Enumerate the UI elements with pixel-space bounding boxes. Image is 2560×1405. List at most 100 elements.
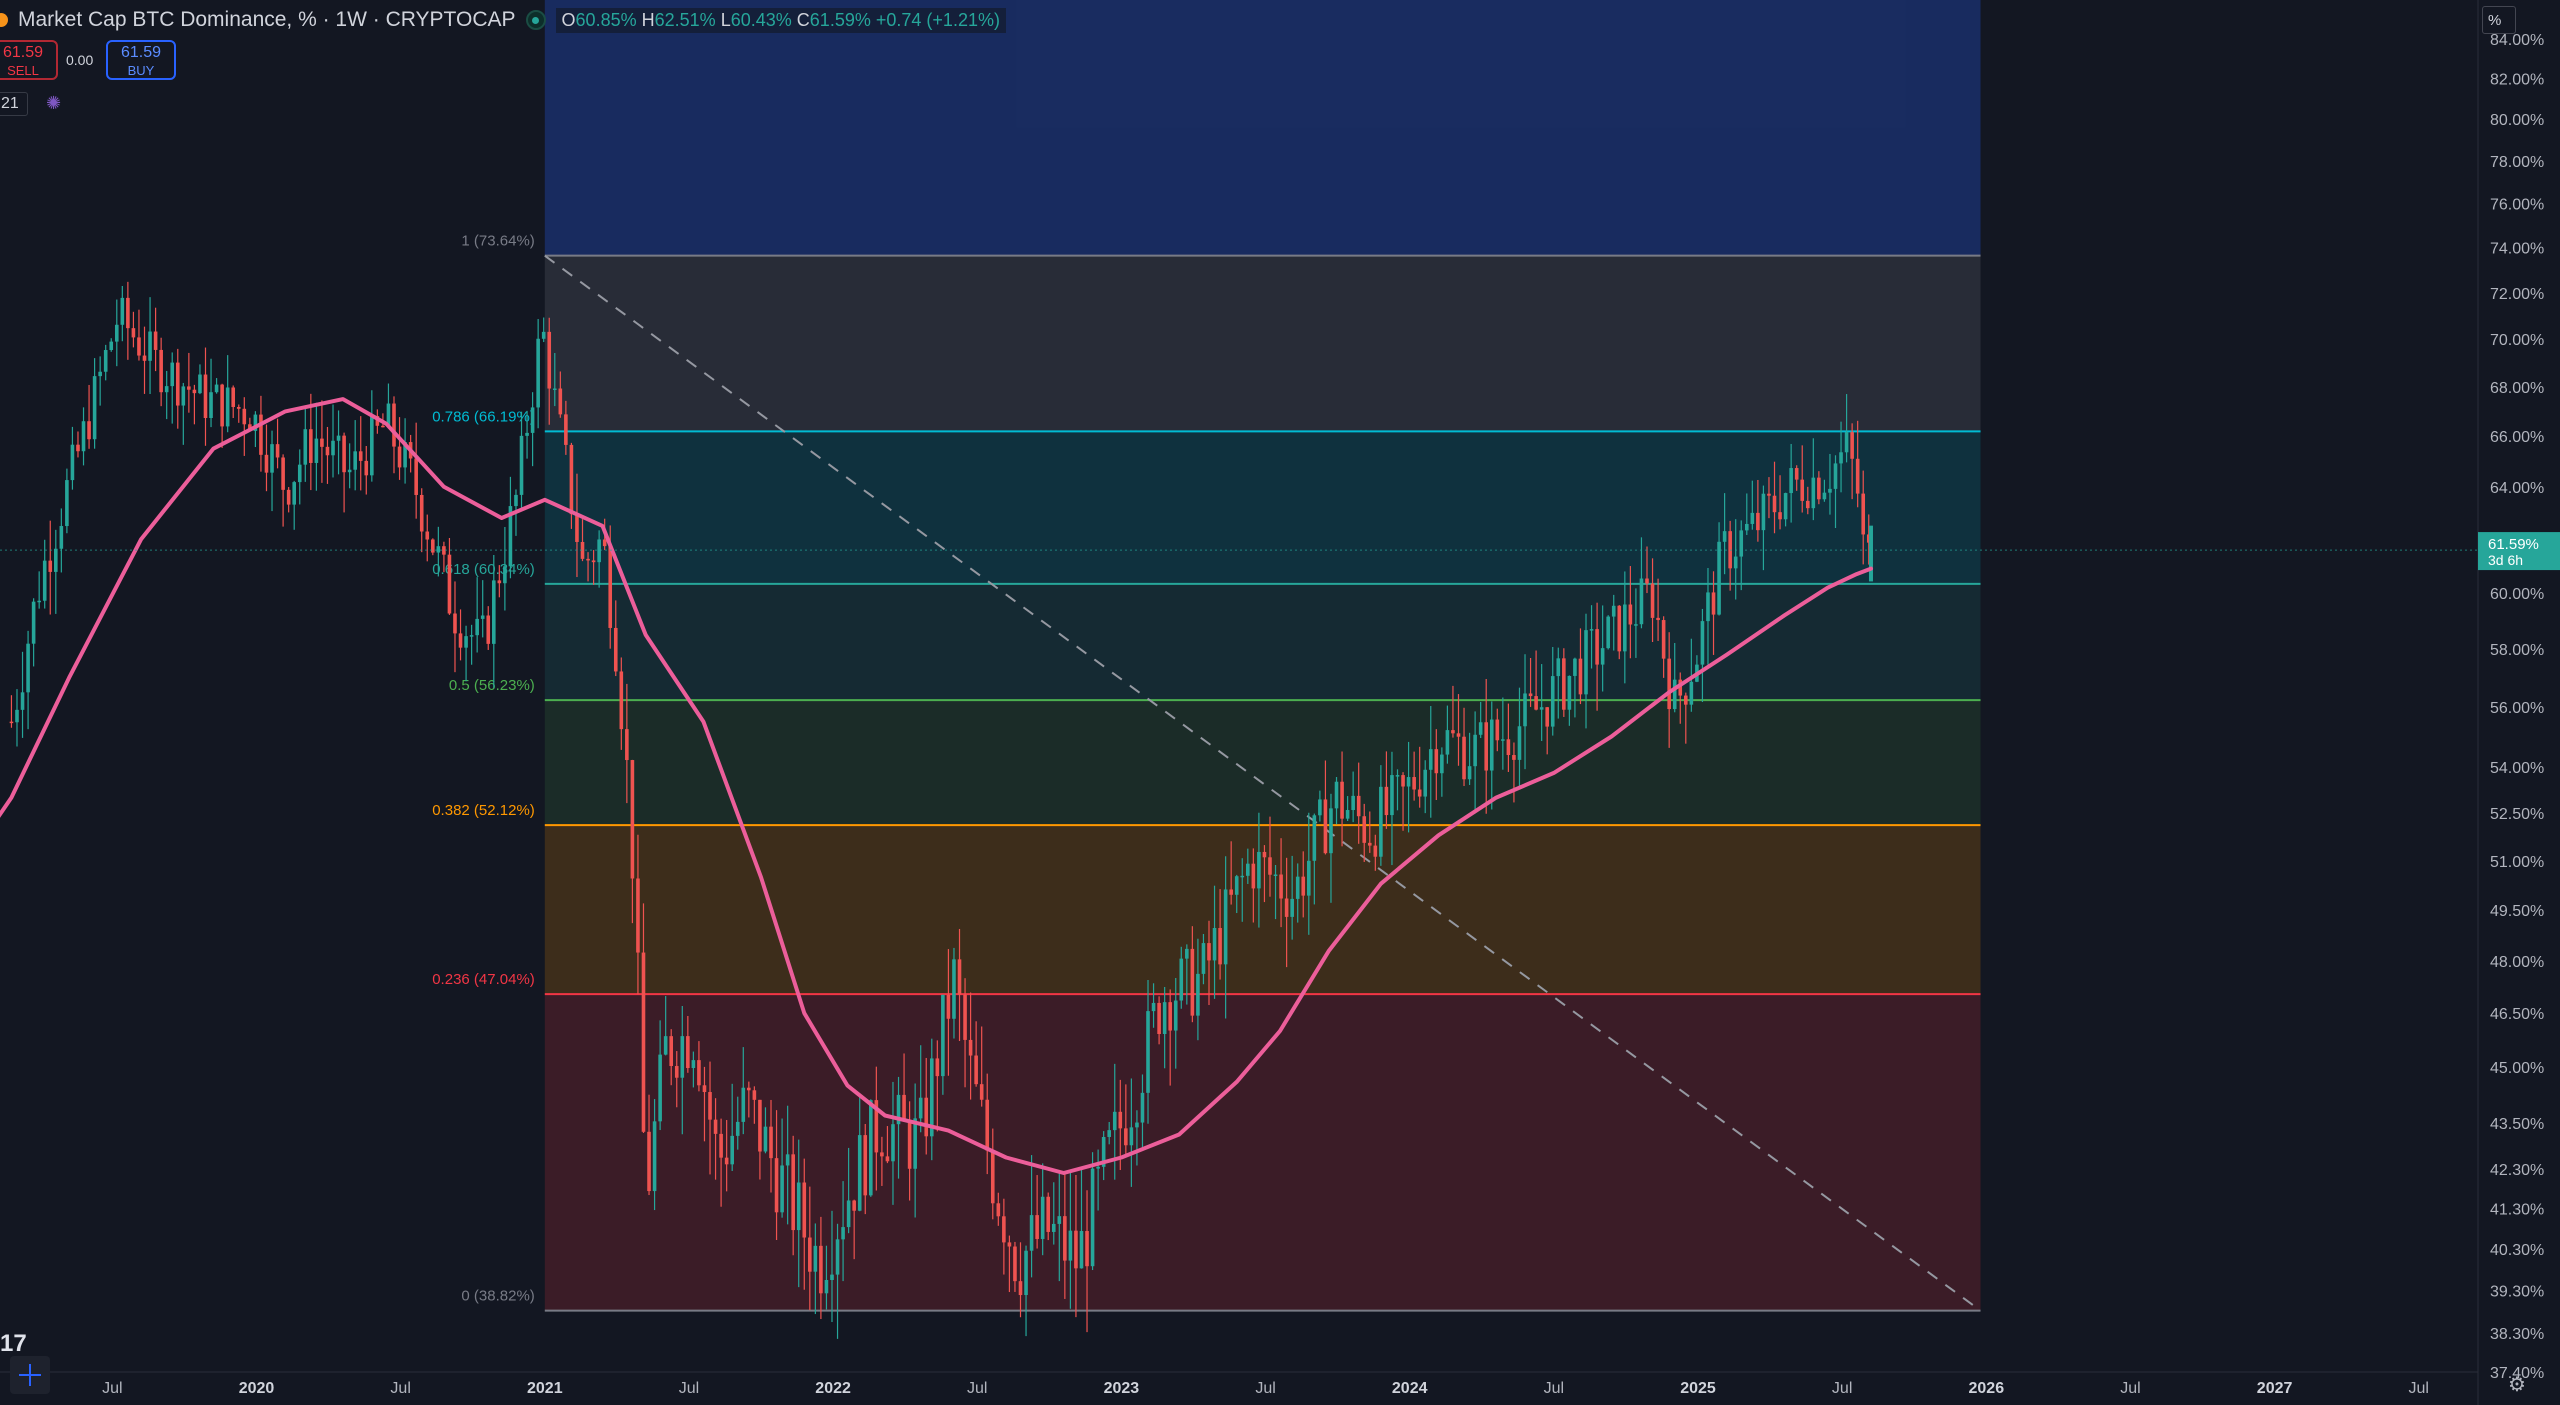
- candle-body: [669, 1036, 674, 1067]
- candle-body: [442, 546, 446, 555]
- candle-body: [1079, 1231, 1084, 1269]
- candle-body: [292, 482, 297, 505]
- candle-body: [469, 635, 474, 637]
- candle-body: [259, 414, 263, 455]
- fib-zone: [544, 994, 1981, 1311]
- candle-body: [630, 760, 635, 879]
- candle-body: [20, 692, 25, 710]
- price-tick-label: 39.30%: [2490, 1283, 2544, 1300]
- symbol-title[interactable]: Market Cap BTC Dominance, % · 1W · CRYPT…: [18, 8, 516, 31]
- candle-body: [1268, 857, 1272, 875]
- price-axis[interactable]: 84.00% 82.00% 80.00% 78.00% 76.00% 74.00% 72.0…: [2477, 0, 2560, 1405]
- price-tick-label: 54.00%: [2490, 760, 2544, 777]
- candle-body: [1717, 541, 1721, 615]
- candle-body: [702, 1085, 707, 1093]
- candle-body: [414, 458, 418, 495]
- candle-body: [508, 506, 513, 567]
- time-tick-label: 2027: [2257, 1380, 2293, 1397]
- candle-body: [15, 709, 19, 723]
- candle-body: [874, 1100, 879, 1153]
- candle-body: [1207, 943, 1211, 961]
- candle-body: [1833, 463, 1838, 489]
- fib-level-label: 0 (38.82%): [461, 1288, 534, 1305]
- candle-body: [1623, 604, 1627, 652]
- candle-body: [941, 994, 945, 1077]
- candle-body: [774, 1158, 779, 1213]
- candle-body: [1578, 658, 1583, 695]
- candle-body: [1007, 1242, 1012, 1247]
- candle-body: [708, 1092, 712, 1120]
- fib-trend-line[interactable]: [544, 254, 1982, 1312]
- fib-zone-fills: [544, 0, 1981, 1311]
- candle-body: [1506, 739, 1511, 756]
- candle-body: [59, 526, 64, 549]
- candle-body: [636, 878, 640, 953]
- gear-icon[interactable]: ⚙: [2508, 1374, 2526, 1396]
- candle-body: [1739, 530, 1744, 557]
- candle-body: [752, 1090, 757, 1100]
- time-tick-label: Jul: [1255, 1380, 1275, 1397]
- buy-label: BUY: [127, 63, 155, 78]
- sell-button[interactable]: 61.59 SELL: [0, 40, 58, 80]
- candle-body: [1661, 620, 1666, 659]
- time-tick-label: Jul: [102, 1380, 122, 1397]
- candle-body: [835, 1239, 840, 1275]
- price-tick-label: 72.00%: [2490, 286, 2544, 303]
- indicator-settings-icon[interactable]: ✺: [46, 93, 62, 113]
- fib-zone: [544, 583, 1981, 701]
- ohlc-values: O60.85% H62.51% L60.43% C61.59% +0.74 (+…: [555, 7, 1006, 33]
- candle-body: [813, 1245, 818, 1272]
- scale-mode-button[interactable]: %: [2482, 6, 2516, 34]
- fib-level-label: 0.5 (56.23%): [449, 677, 535, 694]
- candle-body: [1611, 605, 1616, 617]
- candle-body: [963, 994, 967, 1040]
- candle-body: [591, 560, 596, 563]
- candle-body: [1190, 948, 1195, 1016]
- candle-body: [1423, 769, 1428, 797]
- candle-body: [1783, 493, 1788, 520]
- indicator-length[interactable]: 21: [0, 92, 28, 116]
- candle-body: [990, 1150, 995, 1204]
- candle-body: [1534, 696, 1538, 710]
- candle-body: [1866, 534, 1871, 543]
- time-axis[interactable]: Jul 2020 Jul 2021 Jul 2022 Jul 2023 Jul 2024 Jul 20…: [0, 1371, 2478, 1397]
- candle-body: [968, 1039, 973, 1056]
- candle-body: [780, 1165, 784, 1213]
- candle-body: [1362, 816, 1367, 843]
- candle-body: [1395, 775, 1400, 777]
- candle-body: [580, 541, 585, 559]
- candle-body: [1789, 468, 1793, 494]
- candle-body: [76, 444, 80, 452]
- candle-body: [763, 1126, 768, 1152]
- candle-body: [1162, 1002, 1167, 1035]
- candle-body: [1800, 479, 1805, 501]
- candle-body: [353, 451, 357, 470]
- price-tick-label: 46.50%: [2490, 1006, 2544, 1023]
- crosshair-icon[interactable]: [10, 1356, 50, 1394]
- candle-body: [1212, 928, 1217, 961]
- candle-body: [1063, 1216, 1067, 1261]
- time-tick-label: 2021: [527, 1380, 563, 1397]
- candle-body: [1074, 1230, 1078, 1269]
- candle-body: [996, 1203, 1001, 1217]
- candle-body: [902, 1094, 906, 1121]
- candle-body: [602, 539, 607, 547]
- candle-body: [309, 429, 313, 463]
- candle-body: [1390, 775, 1394, 816]
- symbol-legend[interactable]: Market Cap BTC Dominance, % · 1W · CRYPT…: [0, 6, 1006, 34]
- candle-body: [286, 489, 291, 505]
- price-badge[interactable]: [2478, 532, 2560, 571]
- candle-body: [1595, 629, 1599, 665]
- candle-body: [929, 1058, 934, 1137]
- candle-body: [87, 421, 91, 440]
- buy-button[interactable]: 61.59 BUY: [106, 40, 176, 80]
- candle-body: [458, 633, 463, 648]
- candle-body: [597, 539, 601, 563]
- price-tick-label: 84.00%: [2490, 32, 2544, 49]
- candle-body: [869, 1100, 873, 1196]
- candle-body: [53, 548, 58, 572]
- candle-body: [403, 442, 407, 468]
- candle-body: [1223, 889, 1228, 965]
